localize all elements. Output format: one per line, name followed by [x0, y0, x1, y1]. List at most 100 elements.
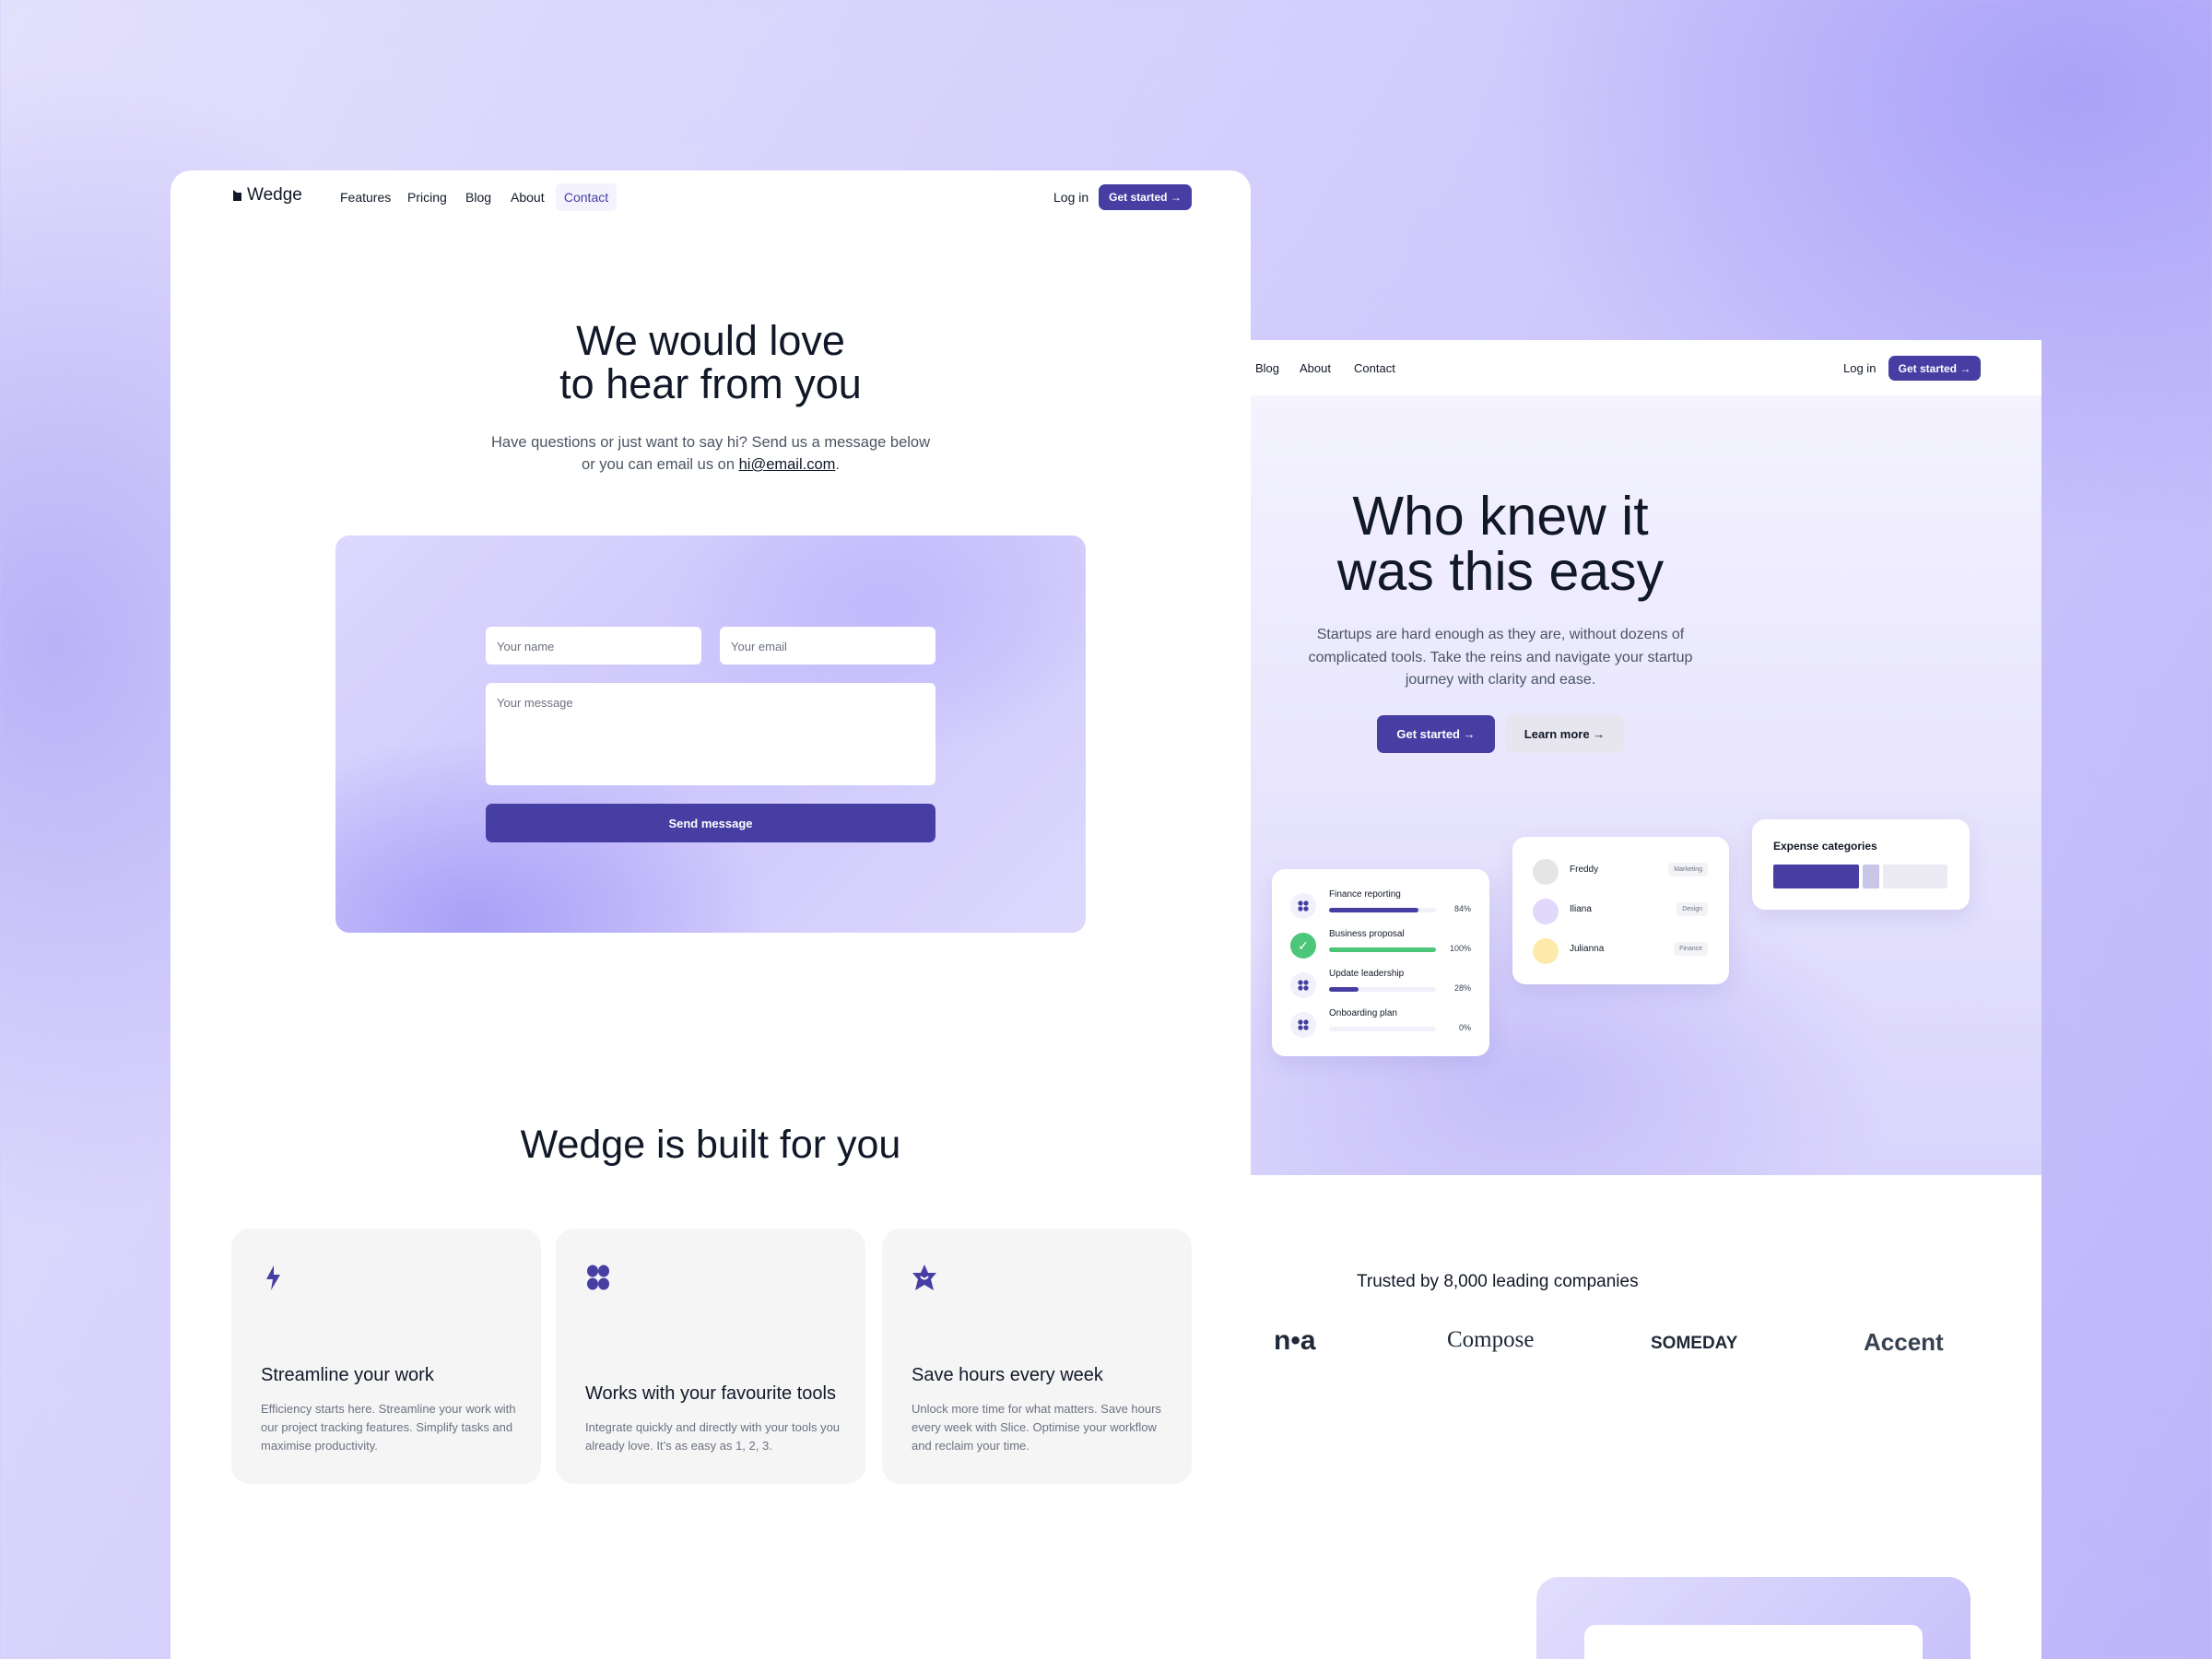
- expense-bar-primary: [1773, 865, 1859, 888]
- task-row: Onboarding plan 0%: [1290, 1008, 1471, 1047]
- avatar: [1533, 938, 1559, 964]
- nav-features[interactable]: Features: [340, 190, 392, 205]
- feature-title: Works with your favourite tools: [585, 1383, 836, 1404]
- member-tag: Marketing: [1668, 863, 1708, 877]
- task-progress-bar: [1329, 947, 1436, 952]
- team-card: Freddy Marketing Iliana Design Julianna …: [1512, 837, 1729, 984]
- arrow-right-icon: →: [1170, 191, 1182, 204]
- nav-contact[interactable]: Contact: [556, 183, 617, 211]
- check-icon: ✓: [1290, 933, 1316, 959]
- nav-blog[interactable]: Blog: [1255, 361, 1280, 375]
- task-percent: 28%: [1453, 983, 1471, 993]
- preview-inner-card: [1584, 1625, 1923, 1659]
- send-message-button[interactable]: Send message: [486, 804, 935, 842]
- task-progress-bar: [1329, 1027, 1436, 1031]
- logo-compose: Compose: [1447, 1327, 1535, 1352]
- arrow-right-icon: →: [1593, 727, 1606, 741]
- feature-card-tools: Works with your favourite tools Integrat…: [556, 1229, 865, 1484]
- feature-title: Save hours every week: [912, 1365, 1103, 1385]
- subtitle-period: .: [835, 456, 840, 473]
- member-name: Iliana: [1570, 904, 1592, 914]
- feature-description: Unlock more time for what matters. Save …: [912, 1402, 1161, 1453]
- message-textarea[interactable]: Your message: [486, 683, 935, 785]
- star-icon: [912, 1265, 936, 1290]
- logo-na: n•a: [1274, 1325, 1316, 1356]
- get-started-button[interactable]: Get started →: [1099, 184, 1192, 210]
- feature-description: Efficiency starts here. Streamline your …: [261, 1402, 516, 1453]
- subtitle-line-1: Have questions or just want to say hi? S…: [490, 434, 931, 451]
- email-link[interactable]: hi@email.com: [738, 456, 836, 473]
- nav-pricing[interactable]: Pricing: [407, 190, 447, 205]
- logo-text: Wedge: [247, 185, 302, 205]
- grid-icon: [1290, 893, 1316, 919]
- hero-get-started-button[interactable]: Get started →: [1377, 715, 1495, 753]
- avatar: [1533, 859, 1559, 885]
- task-progress-fill: [1329, 947, 1436, 952]
- task-progress-fill: [1329, 987, 1359, 992]
- task-row: Finance reporting 84%: [1290, 889, 1471, 928]
- get-started-label: Get started: [1898, 361, 1957, 375]
- member-tag: Design: [1677, 902, 1708, 916]
- title-line-1: We would love: [576, 317, 845, 364]
- features-title: Wedge is built for you: [520, 1123, 901, 1167]
- expense-title: Expense categories: [1773, 840, 1877, 853]
- task-name: Onboarding plan: [1329, 1008, 1397, 1018]
- logo-accent: Accent: [1864, 1328, 1944, 1356]
- wedge-logo-icon: [233, 190, 241, 201]
- member-name: Julianna: [1570, 944, 1605, 954]
- expense-bar-remaining: [1883, 865, 1947, 888]
- member-tag: Finance: [1674, 942, 1708, 956]
- task-percent: 84%: [1453, 904, 1471, 913]
- task-name: Business proposal: [1329, 929, 1405, 939]
- nav-blog[interactable]: Blog: [465, 190, 492, 205]
- task-percent: 100%: [1449, 944, 1471, 953]
- logo-someday: SOMEDAY: [1651, 1334, 1738, 1353]
- login-link[interactable]: Log in: [1843, 361, 1877, 375]
- trusted-text: Trusted by 8,000 leading companies: [1357, 1272, 1639, 1291]
- arrow-right-icon: →: [1463, 727, 1476, 741]
- feature-card-streamline: Streamline your work Efficiency starts h…: [231, 1229, 541, 1484]
- learn-more-button[interactable]: Learn more →: [1505, 715, 1624, 753]
- task-progress-bar: [1329, 908, 1436, 912]
- nav-about[interactable]: About: [1300, 361, 1331, 375]
- grid-icon: [1290, 1012, 1316, 1038]
- task-progress-card: Finance reporting 84% ✓ Business proposal …: [1272, 869, 1489, 1056]
- title-line-1: Who knew it: [1352, 486, 1649, 547]
- nav-about[interactable]: About: [511, 190, 545, 205]
- hero-subtitle: Startups are hard enough as they are, wi…: [1308, 627, 1693, 688]
- get-started-label: Get started: [1109, 191, 1168, 204]
- task-name: Update leadership: [1329, 969, 1405, 979]
- arrow-right-icon: →: [1959, 361, 1971, 375]
- hero-title: Who knew it was this easy: [1337, 488, 1664, 599]
- feature-title: Streamline your work: [261, 1365, 434, 1385]
- member-name: Freddy: [1570, 865, 1599, 875]
- expense-bar-secondary: [1863, 865, 1879, 888]
- avatar: [1533, 899, 1559, 924]
- task-percent: 0%: [1458, 1023, 1471, 1032]
- grid-icon: [1290, 972, 1316, 998]
- feature-description: Integrate quickly and directly with your…: [585, 1420, 841, 1453]
- task-progress-bar: [1329, 987, 1436, 992]
- contact-subtitle: Have questions or just want to say hi? S…: [491, 431, 930, 476]
- button-label: Get started: [1396, 727, 1460, 741]
- task-name: Finance reporting: [1329, 889, 1401, 900]
- expense-card: Expense categories: [1752, 819, 1970, 910]
- name-input[interactable]: Your name: [486, 627, 701, 665]
- team-member-row: Julianna Finance: [1533, 936, 1708, 970]
- get-started-button[interactable]: Get started →: [1888, 356, 1981, 381]
- logo[interactable]: Wedge: [230, 185, 302, 206]
- subtitle-line-2: or you can email us on: [582, 456, 739, 473]
- login-link[interactable]: Log in: [1053, 190, 1089, 205]
- feature-card-save-hours: Save hours every week Unlock more time f…: [882, 1229, 1192, 1484]
- task-progress-fill: [1329, 908, 1419, 912]
- email-input[interactable]: Your email: [720, 627, 935, 665]
- team-member-row: Freddy Marketing: [1533, 857, 1708, 890]
- nav-contact[interactable]: Contact: [1354, 361, 1395, 375]
- task-row: ✓ Business proposal 100%: [1290, 929, 1471, 968]
- title-line-2: to hear from you: [559, 360, 862, 407]
- task-row: Update leadership 28%: [1290, 969, 1471, 1007]
- grid-icon: [587, 1265, 609, 1290]
- team-member-row: Iliana Design: [1533, 897, 1708, 930]
- contact-title: We would love to hear from you: [559, 319, 862, 406]
- title-line-2: was this easy: [1336, 541, 1665, 602]
